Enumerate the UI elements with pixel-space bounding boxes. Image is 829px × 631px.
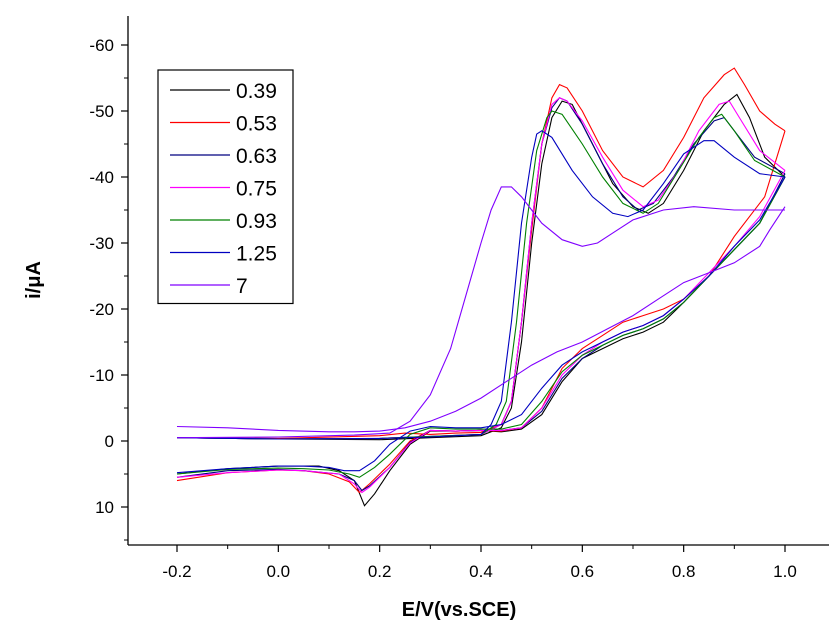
x-tick-label: 0.6 (571, 562, 595, 581)
x-tick-label: 0.2 (368, 562, 392, 581)
legend-label: 1.25 (236, 243, 277, 266)
y-tick-label: -60 (89, 36, 114, 55)
axes: -0.2 0.0 0.2 0.4 0.6 0.8 1.0 10 0 -10 -20 -30 -40 -50… (89, 16, 829, 581)
y-tick-label: -20 (89, 300, 114, 319)
series-0.39 (176, 93, 786, 507)
series-7 (176, 186, 786, 439)
series-line-reverse (176, 130, 786, 494)
legend-label: 7 (236, 275, 248, 298)
legend-label: 0.39 (236, 80, 277, 103)
y-axis-title: i/μA (23, 261, 45, 299)
series-line-reverse (176, 206, 786, 433)
legend-label: 0.63 (236, 145, 277, 168)
y-tick-label: -40 (89, 168, 114, 187)
plot-lines (176, 67, 786, 507)
y-tick-label: -30 (89, 234, 114, 253)
x-tick-label: 0.4 (469, 562, 493, 581)
x-tick-label: 0.0 (267, 562, 291, 581)
legend-label: 0.53 (236, 113, 277, 136)
legend-label: 0.75 (236, 178, 277, 201)
series-line-forward (176, 67, 786, 439)
series-line-reverse (176, 176, 786, 507)
series-line-forward (176, 186, 785, 439)
series-line-forward (176, 130, 786, 440)
series-1.25 (176, 130, 786, 474)
x-tick-label: -0.2 (162, 562, 191, 581)
x-axis-title: E/V(vs.SCE) (402, 599, 516, 621)
series-0.53 (176, 67, 786, 494)
y-tick-label: 0 (105, 432, 114, 451)
legend: 0.39 0.53 0.63 0.75 0.93 1.25 7 (157, 69, 294, 305)
series-line-forward (176, 93, 786, 441)
legend-label: 0.93 (236, 210, 277, 233)
y-tick-label: -50 (89, 102, 114, 121)
legend-box (157, 69, 294, 305)
y-tick-label: 10 (95, 498, 114, 517)
series-line-reverse (176, 176, 786, 474)
series-line-reverse (176, 176, 786, 478)
x-tick-label: 0.8 (672, 562, 696, 581)
y-tick-label: -10 (89, 366, 114, 385)
x-tick-label: 1.0 (773, 562, 797, 581)
